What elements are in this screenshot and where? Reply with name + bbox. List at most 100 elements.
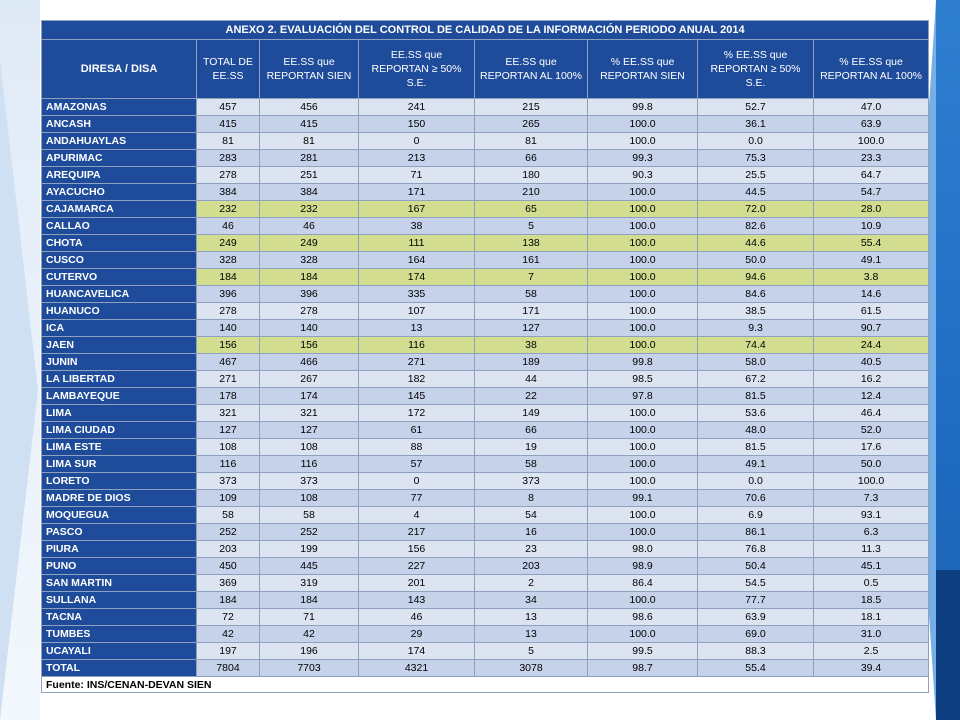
table-cell: 40.5 — [812, 353, 930, 371]
table-cell: 197 — [196, 642, 260, 660]
table-cell: 164 — [358, 251, 475, 269]
table-cell: 49.1 — [697, 455, 814, 473]
table-cell: 100.0 — [587, 523, 698, 541]
table-cell: 107 — [358, 302, 475, 320]
table-cell: 138 — [474, 234, 588, 252]
table-cell: 4 — [358, 506, 475, 524]
table-cell: 55.4 — [812, 234, 930, 252]
table-cell: 14.6 — [812, 285, 930, 303]
source-note: Fuente: INS/CENAN-DEVAN SIEN — [40, 676, 930, 693]
table-cell: 182 — [358, 370, 475, 388]
region-name: LAMBAYEQUE — [41, 387, 197, 405]
table-cell: 100.0 — [587, 404, 698, 422]
table-cell: 7 — [474, 268, 588, 286]
table-cell: 97.8 — [587, 387, 698, 405]
table-cell: 127 — [196, 421, 260, 439]
table-cell: 72.0 — [697, 200, 814, 218]
table-cell: 34 — [474, 591, 588, 609]
table-cell: 199 — [259, 540, 359, 558]
table-row: ICA 140 140 13 127 100.0 9.3 90.7 — [41, 319, 930, 337]
table-cell: 66 — [474, 149, 588, 167]
table-row: TUMBES 42 42 29 13 100.0 69.0 31.0 — [41, 625, 930, 643]
table-cell: 265 — [474, 115, 588, 133]
table-cell: 81.5 — [697, 438, 814, 456]
header-pct-50: % EE.SS que REPORTAN ≥ 50% S.E. — [697, 39, 814, 99]
table-cell: 88 — [358, 438, 475, 456]
table-cell: 140 — [196, 319, 260, 337]
table-cell: 111 — [358, 234, 475, 252]
table-cell: 9.3 — [697, 319, 814, 337]
table-cell: 100.0 — [587, 591, 698, 609]
total-cell: 7703 — [259, 659, 359, 677]
table-cell: 54 — [474, 506, 588, 524]
table-cell: 71 — [259, 608, 359, 626]
table-cell: 116 — [358, 336, 475, 354]
table-cell: 456 — [259, 98, 359, 116]
table-cell: 58.0 — [697, 353, 814, 371]
table-cell: 67.2 — [697, 370, 814, 388]
table-cell: 415 — [259, 115, 359, 133]
region-name: CAJAMARCA — [41, 200, 197, 218]
table-row: LIMA CIUDAD 127 127 61 66 100.0 48.0 52.0 — [41, 421, 930, 439]
table-cell: 77 — [358, 489, 475, 507]
table-cell: 108 — [259, 489, 359, 507]
table-row: AMAZONAS 457 456 241 215 99.8 52.7 47.0 — [41, 98, 930, 116]
table-cell: 196 — [259, 642, 359, 660]
table-cell: 445 — [259, 557, 359, 575]
table-cell: 57 — [358, 455, 475, 473]
table-cell: 63.9 — [812, 115, 930, 133]
table-cell: 50.0 — [697, 251, 814, 269]
table-cell: 467 — [196, 353, 260, 371]
table-cell: 61.5 — [812, 302, 930, 320]
table-cell: 189 — [474, 353, 588, 371]
table-cell: 58 — [196, 506, 260, 524]
table-cell: 17.6 — [812, 438, 930, 456]
table-cell: 171 — [474, 302, 588, 320]
table-cell: 81 — [196, 132, 260, 150]
quality-control-table: ANEXO 2. EVALUACIÓN DEL CONTROL DE CALID… — [40, 20, 930, 693]
region-name: HUANCAVELICA — [41, 285, 197, 303]
table-row: LA LIBERTAD 271 267 182 44 98.5 67.2 16.2 — [41, 370, 930, 388]
table-cell: 46 — [358, 608, 475, 626]
table-cell: 13 — [474, 625, 588, 643]
table-cell: 100.0 — [587, 268, 698, 286]
table-cell: 29 — [358, 625, 475, 643]
table-cell: 100.0 — [587, 132, 698, 150]
table-row: CUTERVO 184 184 174 7 100.0 94.6 3.8 — [41, 268, 930, 286]
table-cell: 49.1 — [812, 251, 930, 269]
table-row: PASCO 252 252 217 16 100.0 86.1 6.3 — [41, 523, 930, 541]
table-cell: 23.3 — [812, 149, 930, 167]
table-cell: 46 — [259, 217, 359, 235]
table-cell: 143 — [358, 591, 475, 609]
table-cell: 232 — [196, 200, 260, 218]
table-row: PUNO 450 445 227 203 98.9 50.4 45.1 — [41, 557, 930, 575]
table-cell: 127 — [259, 421, 359, 439]
table-cell: 0.0 — [697, 472, 814, 490]
table-cell: 2.5 — [812, 642, 930, 660]
table-row: UCAYALI 197 196 174 5 99.5 88.3 2.5 — [41, 642, 930, 660]
table-cell: 396 — [259, 285, 359, 303]
table-cell: 466 — [259, 353, 359, 371]
table-cell: 81 — [474, 132, 588, 150]
region-name: LORETO — [41, 472, 197, 490]
table-cell: 100.0 — [587, 217, 698, 235]
table-cell: 69.0 — [697, 625, 814, 643]
table-cell: 109 — [196, 489, 260, 507]
table-cell: 54.5 — [697, 574, 814, 592]
table-row: HUANUCO 278 278 107 171 100.0 38.5 61.5 — [41, 302, 930, 320]
table-cell: 84.6 — [697, 285, 814, 303]
region-name: APURIMAC — [41, 149, 197, 167]
table-cell: 156 — [196, 336, 260, 354]
header-pct-100: % EE.SS que REPORTAN AL 100% — [812, 39, 930, 99]
table-cell: 76.8 — [697, 540, 814, 558]
table-cell: 100.0 — [587, 200, 698, 218]
table-cell: 373 — [259, 472, 359, 490]
table-cell: 184 — [196, 591, 260, 609]
table-row: JUNIN 467 466 271 189 99.8 58.0 40.5 — [41, 353, 930, 371]
table-cell: 140 — [259, 319, 359, 337]
region-name: AYACUCHO — [41, 183, 197, 201]
table-cell: 66 — [474, 421, 588, 439]
table-row: CUSCO 328 328 164 161 100.0 50.0 49.1 — [41, 251, 930, 269]
table-cell: 184 — [196, 268, 260, 286]
table-cell: 108 — [196, 438, 260, 456]
